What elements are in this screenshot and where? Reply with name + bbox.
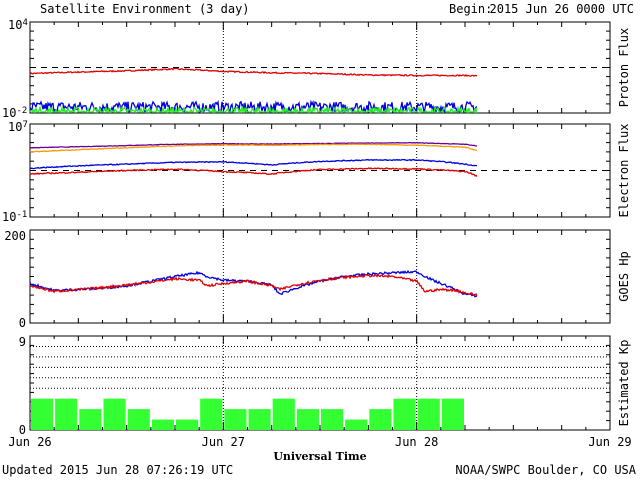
proton-flux-series-red-line: [29, 67, 478, 77]
electron-flux-y-tick-label-top-exp: 7: [22, 120, 27, 130]
estimated-kp-bar: [151, 419, 174, 430]
chart-title: Satellite Environment (3 day): [40, 2, 250, 16]
proton-flux-y-tick-label-top: 104: [8, 18, 28, 32]
proton-flux-series-green-line: [29, 104, 478, 115]
estimated-kp-bar: [200, 398, 223, 430]
updated-timestamp: Updated 2015 Jun 28 07:26:19 UTC: [2, 463, 233, 477]
electron-flux-series-orange-line: [29, 143, 478, 153]
electron-flux-y-tick-label-bottom-exp: -1: [16, 210, 27, 220]
estimated-kp-bar: [417, 398, 440, 430]
estimated-kp-bar: [272, 398, 295, 430]
credit-text: NOAA/SWPC Boulder, CO USA: [455, 463, 636, 477]
estimated-kp-ylabel: Estimated Kp: [617, 340, 631, 427]
estimated-kp-bar: [31, 398, 54, 430]
estimated-kp-bar: [127, 409, 150, 430]
electron-flux-ylabel: Electron Flux: [617, 124, 631, 218]
x-tick-label: Jun 28: [395, 435, 438, 449]
goes-hp-series-red-line: [29, 273, 478, 297]
begin-label: Begin:: [449, 2, 492, 16]
electron-flux-series-red-line: [29, 167, 478, 177]
estimated-kp-bar: [176, 419, 199, 430]
electron-flux-series-blue-line: [30, 158, 478, 170]
estimated-kp-y-tick-label-bottom: 0: [19, 423, 26, 437]
proton-flux-series-blue-line: [29, 99, 478, 115]
estimated-kp-bar: [55, 398, 78, 430]
estimated-kp-bar: [345, 419, 368, 430]
x-axis-label: Universal Time: [273, 450, 366, 463]
estimated-kp-bar: [296, 409, 319, 430]
goes-hp-y-tick-label-top: 200: [4, 229, 26, 243]
proton-flux-y-tick-label-bottom-exp: -2: [16, 106, 27, 116]
estimated-kp-bar: [393, 398, 416, 430]
goes-hp-ylabel: GOES Hp: [617, 251, 631, 302]
electron-flux-y-tick-label-top: 107: [8, 120, 28, 134]
estimated-kp-bar: [79, 409, 102, 430]
estimated-kp-bar: [321, 409, 344, 430]
goes-hp-y-tick-label-bottom: 0: [19, 316, 26, 330]
estimated-kp-y-tick-label-top: 9: [19, 335, 26, 349]
proton-flux-y-tick-label-top-exp: 4: [22, 18, 27, 28]
x-tick-label: Jun 27: [202, 435, 245, 449]
electron-flux-y-tick-label-bottom: 10-1: [2, 210, 27, 224]
goes-hp-frame: [29, 229, 611, 324]
estimated-kp-bar: [369, 409, 392, 430]
x-tick-label: Jun 29: [588, 435, 631, 449]
proton-flux-y-tick-label-bottom: 10-2: [2, 106, 27, 120]
x-tick-label: Jun 26: [8, 435, 51, 449]
estimated-kp-bar: [441, 398, 464, 430]
estimated-kp-bar: [248, 409, 271, 430]
proton-flux-ylabel: Proton Flux: [617, 28, 631, 107]
estimated-kp-bar: [103, 398, 126, 430]
begin-value: 2015 Jun 26 0000 UTC: [490, 2, 635, 16]
estimated-kp-bar: [224, 409, 247, 430]
electron-flux-series-purple-line: [29, 141, 478, 149]
